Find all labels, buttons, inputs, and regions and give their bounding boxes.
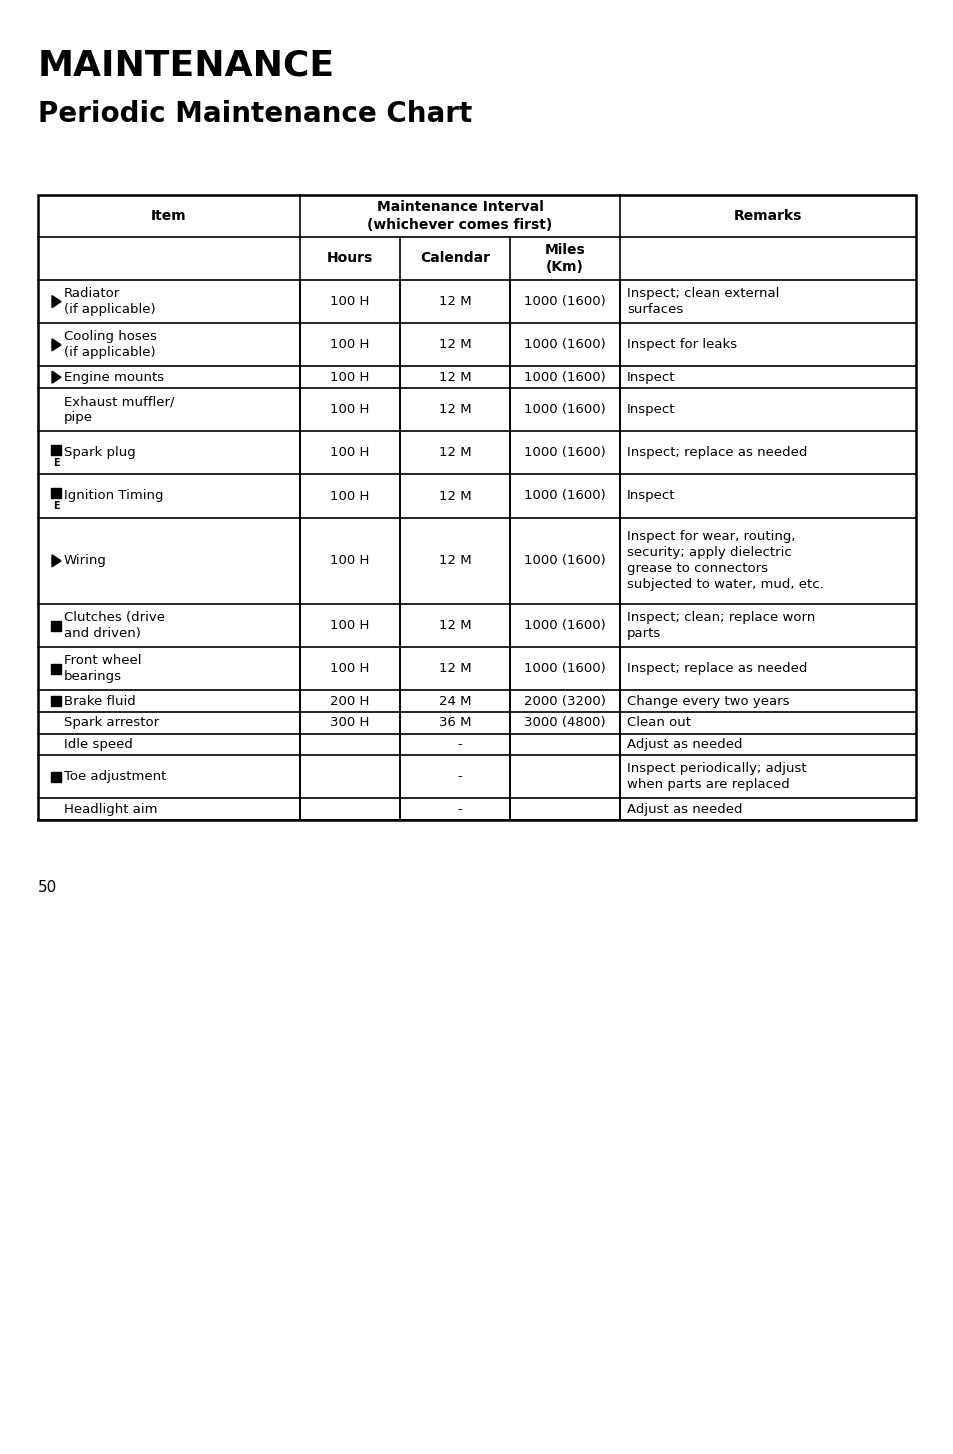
Text: Clean out: Clean out [626, 717, 690, 730]
Text: Maintenance Interval
(whichever comes first): Maintenance Interval (whichever comes fi… [367, 199, 552, 233]
Text: 100 H: 100 H [330, 663, 370, 675]
Bar [38, 195, 915, 820]
Text: 1000 (1600): 1000 (1600) [523, 619, 605, 632]
Text: Inspect for leaks: Inspect for leaks [626, 339, 737, 352]
Text: 1000 (1600): 1000 (1600) [523, 295, 605, 308]
Text: 1000 (1600): 1000 (1600) [523, 403, 605, 416]
Text: E: E [52, 458, 59, 468]
Text: E: E [52, 502, 59, 510]
Text: 24 M: 24 M [438, 695, 471, 708]
Text: 100 H: 100 H [330, 446, 370, 459]
Text: 12 M: 12 M [438, 663, 471, 675]
Polygon shape [52, 339, 61, 350]
Text: Inspect: Inspect [626, 371, 675, 384]
Bar [51, 772, 61, 782]
Text: Calendar: Calendar [419, 252, 490, 266]
Text: 100 H: 100 H [330, 403, 370, 416]
Text: 3000 (4800): 3000 (4800) [523, 717, 605, 730]
Text: MAINTENANCE: MAINTENANCE [38, 48, 335, 81]
Text: Inspect; clean external
surfaces: Inspect; clean external surfaces [626, 286, 779, 316]
Text: Inspect; replace as needed: Inspect; replace as needed [626, 446, 806, 459]
Text: Brake fluid: Brake fluid [64, 695, 135, 708]
Text: Wiring: Wiring [64, 554, 107, 567]
Text: 12 M: 12 M [438, 371, 471, 384]
Text: Adjust as needed: Adjust as needed [626, 737, 741, 750]
Polygon shape [52, 371, 61, 384]
Text: Toe adjustment: Toe adjustment [64, 771, 166, 784]
Text: 100 H: 100 H [330, 554, 370, 567]
Text: 1000 (1600): 1000 (1600) [523, 446, 605, 459]
Text: Inspect: Inspect [626, 403, 675, 416]
Text: 12 M: 12 M [438, 339, 471, 352]
Text: 1000 (1600): 1000 (1600) [523, 339, 605, 352]
Text: 12 M: 12 M [438, 490, 471, 503]
Text: Inspect; replace as needed: Inspect; replace as needed [626, 663, 806, 675]
Text: 1000 (1600): 1000 (1600) [523, 663, 605, 675]
Text: 12 M: 12 M [438, 554, 471, 567]
Text: 100 H: 100 H [330, 619, 370, 632]
Text: Inspect for wear, routing,
security; apply dielectric
grease to connectors
subje: Inspect for wear, routing, security; app… [626, 531, 822, 592]
Text: 100 H: 100 H [330, 490, 370, 503]
Text: -: - [457, 771, 462, 784]
Bar [51, 445, 61, 455]
Text: Spark arrestor: Spark arrestor [64, 717, 159, 730]
Text: Periodic Maintenance Chart: Periodic Maintenance Chart [38, 100, 472, 128]
Text: 200 H: 200 H [330, 695, 370, 708]
Bar [51, 664, 61, 673]
Text: Miles
(Km): Miles (Km) [544, 243, 585, 275]
Text: Inspect: Inspect [626, 490, 675, 503]
Text: Change every two years: Change every two years [626, 695, 789, 708]
Text: Hours: Hours [327, 252, 373, 266]
Text: 100 H: 100 H [330, 295, 370, 308]
Text: Cooling hoses
(if applicable): Cooling hoses (if applicable) [64, 330, 156, 359]
Text: 12 M: 12 M [438, 619, 471, 632]
Text: Clutches (drive
and driven): Clutches (drive and driven) [64, 611, 165, 640]
Text: Engine mounts: Engine mounts [64, 371, 164, 384]
Text: Inspect periodically; adjust
when parts are replaced: Inspect periodically; adjust when parts … [626, 762, 806, 791]
Polygon shape [52, 555, 61, 567]
Text: 100 H: 100 H [330, 371, 370, 384]
Text: 100 H: 100 H [330, 339, 370, 352]
Text: Radiator
(if applicable): Radiator (if applicable) [64, 286, 155, 316]
Text: Inspect; clean; replace worn
parts: Inspect; clean; replace worn parts [626, 611, 815, 640]
Polygon shape [52, 295, 61, 308]
Text: 12 M: 12 M [438, 446, 471, 459]
Bar [51, 489, 61, 499]
Text: Spark plug: Spark plug [64, 446, 135, 459]
Text: 36 M: 36 M [438, 717, 471, 730]
Text: 2000 (3200): 2000 (3200) [523, 695, 605, 708]
Bar [51, 696, 61, 707]
Text: Adjust as needed: Adjust as needed [626, 803, 741, 816]
Text: Remarks: Remarks [733, 209, 801, 222]
Text: -: - [457, 803, 462, 816]
Text: Ignition Timing: Ignition Timing [64, 490, 163, 503]
Text: -: - [457, 737, 462, 750]
Text: Headlight aim: Headlight aim [64, 803, 157, 816]
Text: 1000 (1600): 1000 (1600) [523, 371, 605, 384]
Text: 300 H: 300 H [330, 717, 370, 730]
Text: Front wheel
bearings: Front wheel bearings [64, 654, 141, 683]
Text: 12 M: 12 M [438, 295, 471, 308]
Text: 1000 (1600): 1000 (1600) [523, 490, 605, 503]
Text: 50: 50 [38, 880, 57, 896]
Text: Item: Item [151, 209, 187, 222]
Text: 12 M: 12 M [438, 403, 471, 416]
Bar [51, 621, 61, 631]
Text: 1000 (1600): 1000 (1600) [523, 554, 605, 567]
Text: Exhaust muffler/
pipe: Exhaust muffler/ pipe [64, 395, 174, 425]
Text: Idle speed: Idle speed [64, 737, 132, 750]
